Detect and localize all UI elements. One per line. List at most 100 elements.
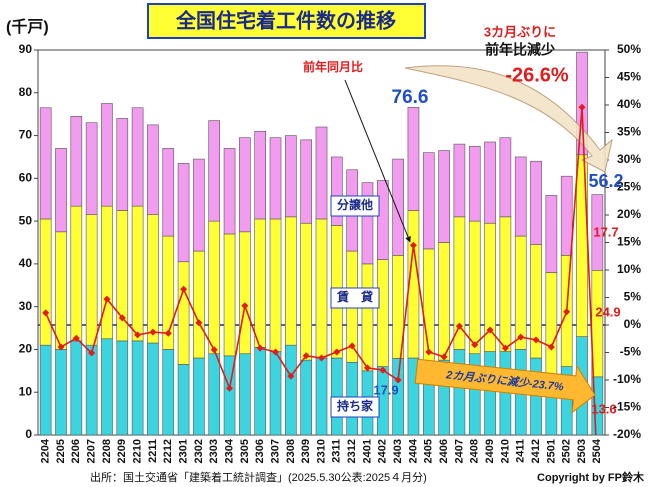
- bar-segment: [147, 342, 159, 436]
- x-tick-label: 2403: [392, 439, 404, 463]
- bar-segment: [55, 231, 67, 350]
- line-marker: [72, 334, 80, 342]
- trend-arrow: [414, 358, 596, 414]
- line-marker: [195, 319, 203, 327]
- line-marker: [42, 309, 50, 317]
- annotation: 3カ月ぶりに: [484, 24, 556, 39]
- bar-segment: [376, 180, 389, 260]
- x-tick-label: 2407: [453, 439, 465, 463]
- bar-segment: [70, 340, 83, 436]
- bar-segment: [545, 195, 558, 273]
- x-tick-label: 2310: [315, 439, 327, 463]
- x-tick-label: 2301: [177, 439, 189, 463]
- bar-segment: [499, 137, 512, 218]
- x-tick-label: 2401: [361, 439, 373, 463]
- line-marker: [226, 384, 234, 392]
- y2-tick-label: 20%: [617, 207, 641, 221]
- pointer-line: [344, 79, 411, 243]
- line-marker: [302, 352, 310, 360]
- x-tick-label: 2409: [484, 439, 496, 463]
- segment-label-box: [330, 396, 380, 418]
- x-tick-label: 2305: [239, 439, 251, 463]
- source: 出所：国土交通省「建築着工統計調査」(2025.5.30公表:2025４月分): [90, 470, 427, 484]
- line-marker: [256, 344, 264, 352]
- bar-segment: [422, 248, 435, 363]
- x-tick-label: 2411: [515, 439, 527, 463]
- x-tick-label: 2503: [576, 439, 588, 463]
- bar-segment: [101, 103, 113, 207]
- x-tick-label: 2501: [545, 439, 557, 463]
- swoosh-arrow: [404, 65, 613, 173]
- line-marker: [348, 342, 356, 350]
- y2-tick-label: 30%: [617, 152, 641, 166]
- bar-segment: [254, 218, 267, 348]
- bar-segment: [285, 216, 297, 346]
- line-marker: [103, 295, 111, 303]
- line-marker: [440, 353, 448, 361]
- y2-tick-label: 35%: [617, 125, 641, 139]
- chart-title: 全国住宅着工件数の推移: [175, 8, 396, 32]
- bar-segment: [239, 353, 251, 436]
- bar-segment: [177, 261, 190, 365]
- bar-segment: [70, 116, 83, 207]
- y2-tick-label: 0%: [624, 317, 642, 331]
- line-marker: [134, 331, 142, 339]
- bar-segment: [147, 124, 159, 215]
- line-marker: [164, 329, 172, 337]
- x-tick-label: 2412: [530, 439, 542, 463]
- bar-segment: [85, 122, 98, 215]
- bar-segment: [453, 143, 466, 218]
- line-marker: [578, 103, 586, 111]
- line-marker: [547, 343, 555, 351]
- bar-segment: [499, 216, 512, 352]
- bar-segment: [39, 218, 52, 346]
- segment-label-box: [330, 195, 380, 217]
- bar-segment: [300, 222, 312, 361]
- bar-segment: [208, 220, 221, 355]
- bar-segment: [223, 148, 236, 235]
- y2-tick-label: 10%: [617, 262, 641, 276]
- bar-segment: [70, 205, 83, 342]
- line-marker: [57, 343, 65, 351]
- bar-segment: [254, 347, 267, 436]
- bar-segment: [55, 148, 67, 233]
- y-axis-label: (千戸): [6, 18, 49, 36]
- line-marker: [118, 314, 126, 322]
- bar-segment: [162, 349, 175, 436]
- data-label: 24.9: [595, 304, 620, 319]
- bar-segment: [239, 137, 251, 233]
- y2-tick-label: 50%: [617, 42, 641, 56]
- bar-segment: [300, 139, 312, 224]
- bar-segment: [392, 158, 404, 256]
- bar-segment: [315, 218, 328, 359]
- bar-segment: [269, 351, 282, 436]
- line-marker: [471, 341, 479, 349]
- y2-tick-label: 25%: [617, 180, 641, 194]
- bar-segment: [101, 205, 113, 340]
- bar-segment: [116, 118, 129, 211]
- line-series-label: 前年同月比: [303, 59, 363, 74]
- line-marker: [563, 308, 571, 316]
- y2-tick-label: 45%: [617, 70, 641, 84]
- x-tick-label: 2304: [223, 438, 235, 463]
- bar-segment: [254, 130, 267, 220]
- line-marker: [287, 372, 295, 380]
- segment-label: 持ち家: [337, 398, 374, 413]
- total-label: 56.2: [588, 171, 623, 191]
- bar-segment: [193, 357, 205, 436]
- line-marker: [272, 348, 280, 356]
- bar-segment: [407, 107, 420, 211]
- x-tick-label: 2311: [331, 439, 343, 463]
- x-tick-label: 2408: [469, 439, 481, 463]
- bar-segment: [468, 220, 481, 355]
- bar-segment: [376, 259, 389, 367]
- x-tick-label: 2410: [499, 439, 511, 463]
- x-tick-label: 2309: [300, 439, 312, 463]
- x-tick-label: 2205: [55, 439, 67, 463]
- bar-segment: [177, 163, 190, 263]
- line-marker: [241, 302, 249, 310]
- line-marker: [517, 333, 525, 341]
- bar-segment: [438, 242, 450, 361]
- bar-segment: [85, 344, 98, 436]
- x-tick-label: 2504: [591, 438, 603, 463]
